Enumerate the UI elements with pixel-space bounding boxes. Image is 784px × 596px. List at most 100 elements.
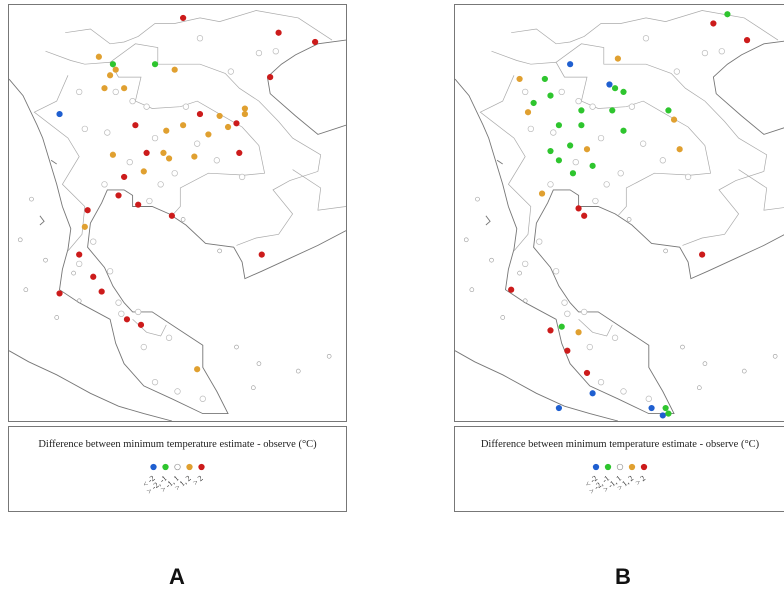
station-42 bbox=[137, 321, 145, 328]
station-39 bbox=[648, 404, 655, 412]
station-7 bbox=[106, 72, 114, 79]
station-neutral-25 bbox=[174, 388, 181, 395]
station-5 bbox=[516, 75, 523, 83]
station-25 bbox=[589, 162, 596, 169]
station-41 bbox=[123, 316, 131, 323]
station-neutral-12 bbox=[157, 181, 164, 188]
station-neutral-15 bbox=[146, 197, 153, 205]
coastline-2 bbox=[455, 350, 619, 421]
station-neutral-12 bbox=[603, 181, 610, 188]
map-linework bbox=[9, 10, 346, 421]
station-39 bbox=[258, 251, 265, 258]
station-neutral-5 bbox=[640, 140, 647, 147]
station-neutral-11 bbox=[617, 170, 624, 177]
station-neutral-14 bbox=[101, 181, 108, 188]
station-neutral-21 bbox=[564, 310, 571, 317]
station-26 bbox=[569, 170, 577, 177]
station-neutral-2 bbox=[522, 88, 529, 96]
station-11 bbox=[530, 99, 537, 107]
legend-title-b: Difference between minimum temperature e… bbox=[480, 439, 760, 450]
station-2 bbox=[312, 38, 319, 46]
coastline-1 bbox=[266, 39, 346, 135]
station-20 bbox=[547, 147, 554, 155]
station-neutral-27 bbox=[272, 48, 279, 55]
island-13 bbox=[23, 287, 29, 293]
station-17 bbox=[555, 122, 563, 129]
station-neutral-22 bbox=[586, 343, 593, 351]
station-29 bbox=[140, 168, 147, 175]
station-12 bbox=[524, 109, 532, 116]
map-frame-b bbox=[454, 4, 784, 422]
island-3 bbox=[500, 315, 506, 320]
island-2 bbox=[43, 257, 48, 263]
station-5 bbox=[151, 61, 159, 68]
island-5 bbox=[626, 217, 632, 222]
station-36 bbox=[76, 251, 83, 258]
station-22 bbox=[583, 146, 591, 153]
panel-label-b: B bbox=[615, 564, 631, 589]
island-1 bbox=[463, 237, 469, 243]
station-28 bbox=[575, 205, 582, 212]
station-neutral-22 bbox=[140, 343, 147, 351]
station-10 bbox=[620, 88, 627, 95]
station-18 bbox=[180, 122, 187, 129]
island-9 bbox=[295, 368, 301, 374]
station-neutral-29 bbox=[196, 35, 204, 42]
legend-title-a: Difference between minimum temperature e… bbox=[38, 439, 317, 450]
island-3 bbox=[54, 315, 60, 320]
border-0 bbox=[511, 10, 779, 45]
station-42 bbox=[665, 410, 672, 417]
legend-label-4: > 2 bbox=[633, 474, 647, 488]
legend-a-swatches: < -2> -2, -1> -1, 1> 1, 2> 2 bbox=[141, 463, 205, 496]
island-4 bbox=[522, 298, 528, 304]
station-4 bbox=[567, 61, 574, 68]
island-7 bbox=[234, 344, 239, 350]
station-41 bbox=[659, 412, 666, 419]
station-13 bbox=[578, 107, 585, 114]
legend-swatch-2 bbox=[174, 463, 181, 471]
station-neutral-24 bbox=[151, 379, 159, 386]
coastline-4 bbox=[50, 159, 57, 165]
legend-b-swatches: < -2> -2, -1> -1, 1> 1, 2> 2 bbox=[583, 463, 647, 496]
legend-swatch-4 bbox=[198, 463, 205, 471]
station-neutral-0 bbox=[558, 88, 565, 96]
station-30 bbox=[699, 251, 706, 258]
station-neutral-27 bbox=[718, 48, 725, 55]
station-16 bbox=[132, 122, 139, 129]
island-12 bbox=[517, 270, 522, 276]
station-neutral-28 bbox=[701, 49, 709, 57]
station-38 bbox=[555, 404, 563, 412]
station-12 bbox=[56, 110, 63, 118]
station-20 bbox=[224, 123, 232, 131]
panel-label-a: A bbox=[169, 564, 185, 589]
island-13 bbox=[469, 287, 475, 293]
station-34 bbox=[575, 329, 582, 336]
station-neutral-8 bbox=[527, 125, 534, 133]
station-37 bbox=[90, 273, 97, 280]
station-31 bbox=[115, 192, 122, 199]
border-4 bbox=[578, 319, 613, 337]
station-32 bbox=[135, 201, 142, 208]
station-neutral-26 bbox=[645, 395, 652, 402]
coastline-2 bbox=[9, 350, 173, 421]
station-neutral-19 bbox=[115, 299, 122, 306]
station-36 bbox=[583, 369, 591, 377]
legend-swatch-1 bbox=[162, 463, 169, 471]
border-5 bbox=[292, 169, 346, 211]
border-2 bbox=[479, 75, 532, 252]
border-3 bbox=[109, 43, 322, 246]
station-neutral-19 bbox=[561, 299, 568, 306]
station-35 bbox=[564, 347, 571, 354]
station-0 bbox=[180, 14, 187, 22]
station-neutral-20 bbox=[581, 308, 588, 316]
station-22 bbox=[241, 110, 248, 118]
island-12 bbox=[71, 270, 76, 276]
station-neutral-1 bbox=[129, 97, 136, 105]
station-neutral-0 bbox=[112, 88, 119, 96]
station-29 bbox=[581, 212, 588, 219]
station-8 bbox=[606, 81, 613, 88]
station-14 bbox=[609, 107, 616, 114]
station-10 bbox=[121, 85, 128, 92]
coastline-0 bbox=[455, 78, 784, 415]
station-11 bbox=[267, 74, 274, 81]
